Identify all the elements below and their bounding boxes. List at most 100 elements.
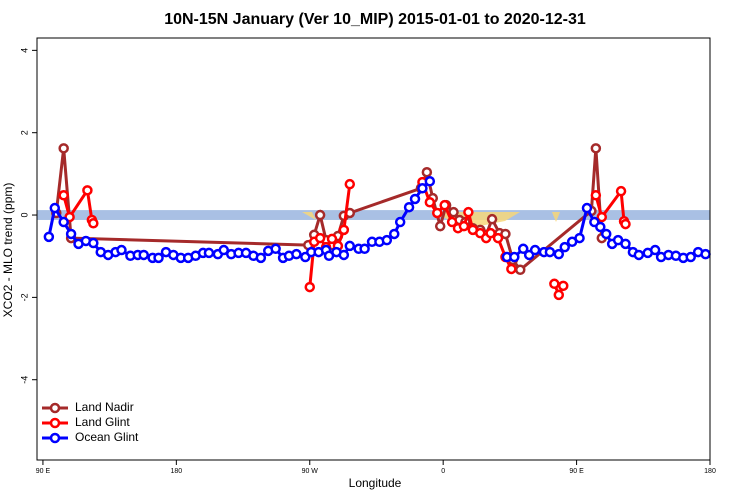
data-point <box>65 228 77 240</box>
data-point <box>486 213 498 225</box>
data-point <box>559 241 570 253</box>
data-point <box>116 244 127 256</box>
legend-marker <box>49 417 61 429</box>
y-tick-label: 0 <box>19 213 29 218</box>
data-point <box>58 143 69 154</box>
x-tick-label: 90 W <box>302 468 319 475</box>
data-point <box>424 176 436 187</box>
y-axis-label: XCO2 - MLO trend (ppm) <box>1 183 15 318</box>
data-point <box>82 185 93 196</box>
data-point <box>581 202 593 214</box>
data-point <box>600 228 612 240</box>
y-tick-label: 2 <box>19 130 29 135</box>
data-point <box>338 249 350 261</box>
data-point <box>270 243 281 255</box>
data-point <box>529 244 541 256</box>
data-point <box>403 201 415 213</box>
data-point <box>344 240 356 252</box>
x-axis-label: Longitude <box>349 476 402 490</box>
data-point <box>506 263 517 275</box>
data-point <box>255 252 267 264</box>
data-point <box>434 220 446 232</box>
plot-frame <box>36 37 711 461</box>
data-point <box>218 244 230 256</box>
data-point <box>49 202 61 214</box>
data-point <box>509 251 520 263</box>
data-point <box>448 206 459 218</box>
data-point <box>291 248 302 260</box>
data-point <box>417 183 428 194</box>
data-point <box>557 280 569 292</box>
legend-marker <box>49 402 61 414</box>
x-tick-label: 180 <box>704 468 716 475</box>
data-point <box>344 178 356 190</box>
data-point <box>88 218 99 229</box>
data-point <box>326 233 338 245</box>
data-point <box>88 237 99 249</box>
data-point <box>492 232 504 244</box>
y-tick-label: -4 <box>19 376 29 384</box>
x-tick-label: 90 E <box>569 468 584 475</box>
series <box>43 176 711 264</box>
data-point <box>615 185 627 197</box>
data-point <box>58 216 69 228</box>
data-point <box>500 228 511 240</box>
legend-label: Land Glint <box>75 415 130 429</box>
data-point <box>463 206 474 218</box>
data-point <box>409 193 421 205</box>
data-point <box>314 232 326 244</box>
shade <box>552 212 560 222</box>
data-point <box>544 246 556 258</box>
data-point <box>458 220 470 232</box>
data-point <box>304 281 316 293</box>
data-point <box>138 249 149 261</box>
legend-label: Land Nadir <box>75 400 134 414</box>
data-point <box>685 251 696 263</box>
data-point <box>595 221 606 233</box>
data-point <box>359 243 370 255</box>
y-tick-label: 4 <box>19 48 29 53</box>
data-point <box>203 247 215 259</box>
x-tick-label: 0 <box>441 468 445 475</box>
data-point <box>153 252 164 264</box>
data-point <box>394 216 406 228</box>
data-point <box>590 143 602 154</box>
data-point <box>700 248 711 260</box>
data-point <box>314 209 326 221</box>
data-point <box>485 227 496 239</box>
data-point <box>517 243 529 255</box>
series <box>58 176 631 301</box>
data-point <box>338 224 350 236</box>
data-point <box>58 190 69 201</box>
x-tick-label: 90 E <box>36 468 51 475</box>
shade <box>302 212 316 220</box>
x-tick-label: 180 <box>170 468 182 475</box>
data-point <box>553 289 565 301</box>
data-point <box>649 244 661 256</box>
data-point <box>439 199 450 211</box>
data-point <box>421 166 433 178</box>
data-point <box>446 216 458 228</box>
data-point <box>620 238 631 250</box>
data-point <box>431 207 443 219</box>
legend-label: Ocean Glint <box>75 430 139 444</box>
data-point <box>596 211 608 223</box>
data-point <box>424 197 436 208</box>
data-point <box>389 228 400 240</box>
data-point <box>381 234 393 246</box>
data-point <box>633 249 645 261</box>
data-point <box>553 248 565 260</box>
data-point <box>515 264 526 276</box>
data-point <box>574 232 585 244</box>
chart-title: 10N-15N January (Ver 10_MIP) 2015-01-01 … <box>164 11 586 28</box>
data-point <box>549 278 560 290</box>
legend-marker <box>49 432 61 444</box>
zero-band <box>37 210 710 220</box>
data-point <box>590 190 602 201</box>
data-point <box>43 231 55 243</box>
y-tick-label: -2 <box>19 293 29 301</box>
data-point <box>620 218 631 230</box>
